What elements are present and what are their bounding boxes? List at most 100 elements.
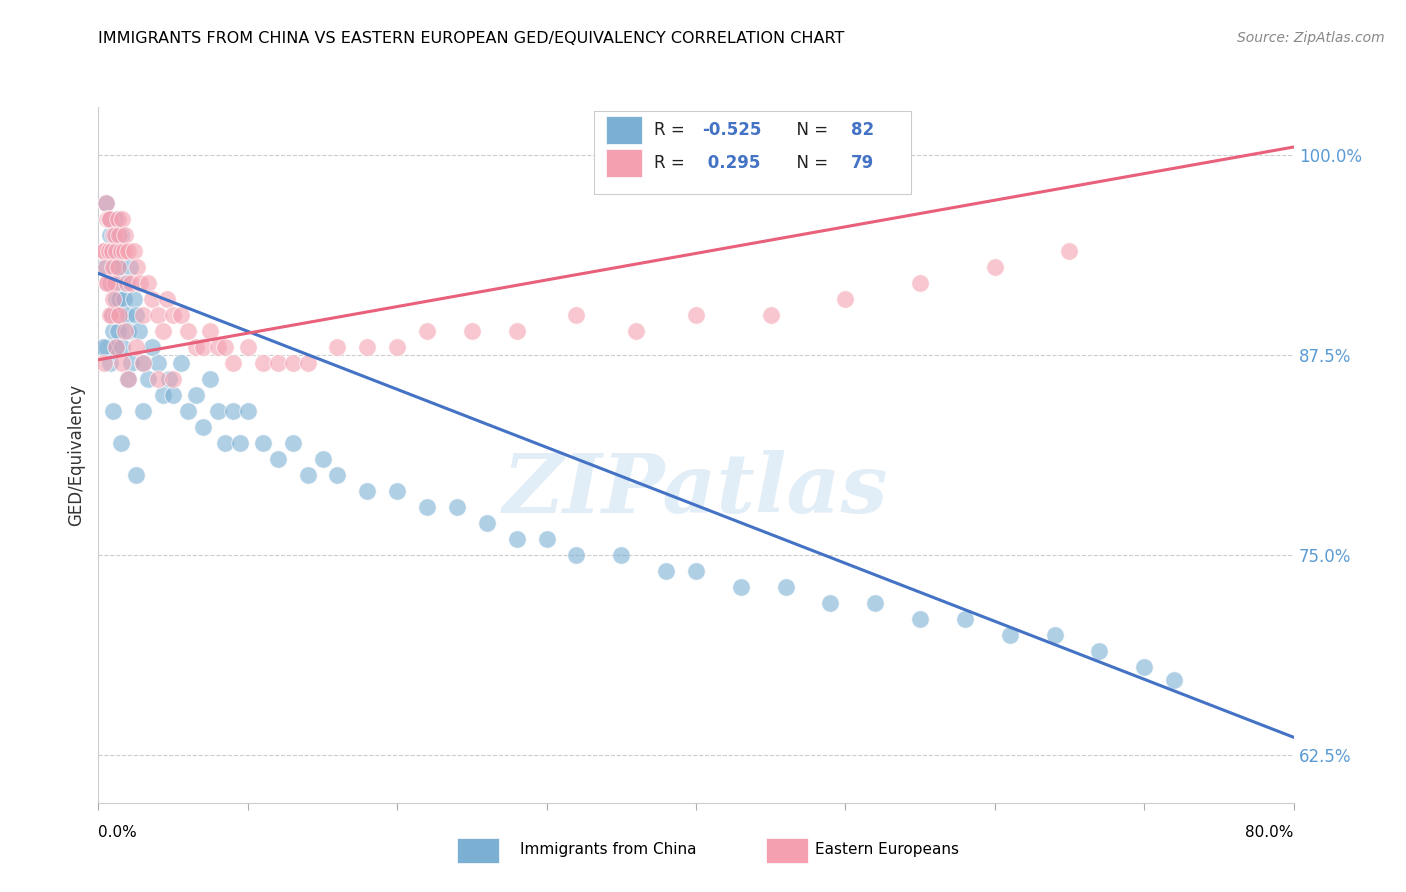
Point — [475, 516, 498, 530]
Point — [222, 356, 245, 370]
Point — [94, 260, 117, 274]
Point — [267, 356, 290, 370]
Point — [107, 324, 129, 338]
Bar — [606, 149, 643, 177]
Point — [110, 244, 132, 258]
Point — [356, 483, 378, 498]
Point — [184, 340, 207, 354]
Y-axis label: GED/Equivalency: GED/Equivalency — [67, 384, 86, 526]
Point — [100, 308, 122, 322]
Point — [103, 227, 125, 242]
Point — [267, 451, 290, 466]
Point — [356, 340, 378, 354]
Point — [127, 260, 149, 274]
Point — [93, 260, 115, 274]
Point — [112, 244, 135, 258]
Point — [953, 612, 976, 626]
Point — [236, 404, 259, 418]
Point — [105, 244, 128, 258]
Point — [101, 308, 124, 322]
Point — [759, 308, 782, 322]
Point — [162, 388, 184, 402]
Point — [93, 356, 115, 370]
Point — [124, 292, 146, 306]
Text: 0.0%: 0.0% — [98, 825, 138, 840]
Point — [984, 260, 1007, 274]
Point — [148, 356, 170, 370]
Point — [132, 404, 155, 418]
Point — [132, 356, 155, 370]
Point — [141, 292, 163, 306]
Point — [115, 308, 138, 322]
Point — [132, 308, 155, 322]
Point — [1059, 244, 1081, 258]
Point — [110, 308, 132, 322]
Text: R =: R = — [654, 121, 690, 139]
Point — [311, 451, 333, 466]
Point — [110, 436, 132, 450]
Point — [506, 532, 529, 546]
Point — [169, 356, 191, 370]
Point — [446, 500, 468, 514]
Point — [105, 292, 128, 306]
Text: ZIPatlas: ZIPatlas — [503, 450, 889, 530]
Point — [148, 372, 170, 386]
Point — [685, 564, 707, 578]
Point — [214, 340, 236, 354]
Point — [125, 467, 148, 482]
Point — [107, 212, 129, 227]
Point — [96, 276, 118, 290]
Point — [730, 580, 752, 594]
Point — [101, 308, 124, 322]
Point — [125, 308, 148, 322]
Point — [114, 324, 136, 338]
Point — [108, 260, 131, 274]
Text: 80.0%: 80.0% — [1246, 825, 1294, 840]
Point — [96, 212, 118, 227]
Point — [655, 564, 678, 578]
Point — [97, 276, 120, 290]
Point — [416, 500, 439, 514]
Point — [162, 308, 184, 322]
Point — [97, 212, 120, 227]
Point — [91, 340, 114, 354]
Point — [108, 292, 131, 306]
Point — [385, 340, 409, 354]
Point — [103, 260, 125, 274]
Point — [94, 196, 117, 211]
Point — [865, 596, 887, 610]
Point — [252, 356, 274, 370]
Point — [97, 244, 120, 258]
Point — [128, 324, 150, 338]
Point — [191, 340, 214, 354]
Point — [775, 580, 797, 594]
Point — [105, 308, 128, 322]
Point — [108, 227, 131, 242]
Text: 79: 79 — [852, 153, 875, 171]
Text: IMMIGRANTS FROM CHINA VS EASTERN EUROPEAN GED/EQUIVALENCY CORRELATION CHART: IMMIGRANTS FROM CHINA VS EASTERN EUROPEA… — [98, 31, 845, 46]
Point — [326, 467, 349, 482]
Point — [281, 436, 304, 450]
Point — [908, 276, 931, 290]
Point — [120, 356, 142, 370]
Point — [104, 276, 127, 290]
Point — [136, 276, 159, 290]
Point — [416, 324, 439, 338]
Point — [111, 356, 134, 370]
Point — [326, 340, 349, 354]
Point — [156, 292, 179, 306]
Point — [107, 260, 129, 274]
Point — [229, 436, 252, 450]
Point — [1133, 660, 1156, 674]
Point — [104, 212, 127, 227]
Text: Eastern Europeans: Eastern Europeans — [815, 842, 959, 856]
Point — [117, 372, 139, 386]
Point — [536, 532, 558, 546]
Point — [103, 404, 125, 418]
Point — [101, 244, 124, 258]
Point — [110, 227, 132, 242]
Point — [610, 548, 633, 562]
Text: 82: 82 — [852, 121, 875, 139]
Point — [252, 436, 274, 450]
Point — [129, 276, 152, 290]
